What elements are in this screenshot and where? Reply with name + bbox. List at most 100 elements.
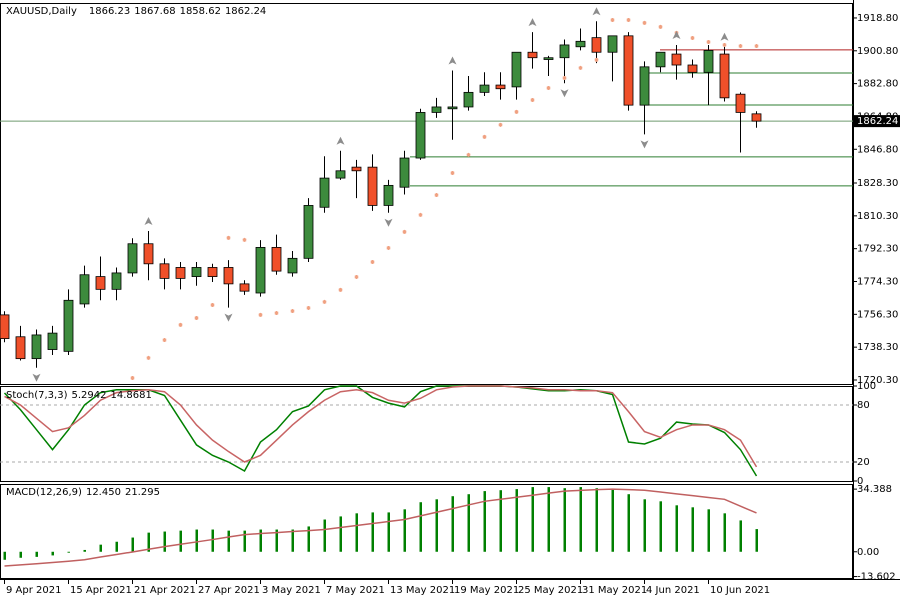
macd-bar xyxy=(371,512,374,552)
candle-body xyxy=(639,66,650,106)
y-tick-label: 80 xyxy=(857,400,870,411)
candle-body xyxy=(63,299,74,352)
macd-bar xyxy=(419,502,422,552)
x-tick-label: 31 May 2021 xyxy=(582,585,647,596)
fractal-down xyxy=(640,140,649,149)
candle-body xyxy=(287,257,298,274)
candle-body xyxy=(159,263,170,279)
indicator-value: 5.2942 xyxy=(71,390,106,401)
macd-bar xyxy=(195,529,198,552)
macd-bar xyxy=(595,488,598,552)
y-tick-label: 0.00 xyxy=(857,547,879,558)
y-tick-label: 100 xyxy=(857,381,876,392)
x-tick-label: 4 Jun 2021 xyxy=(646,585,700,596)
candle-body xyxy=(111,272,122,290)
sar-dot xyxy=(754,44,759,49)
x-tick-label: 9 Apr 2021 xyxy=(6,585,61,596)
x-tick-label: 3 May 2021 xyxy=(262,585,321,596)
macd-bar xyxy=(163,531,166,552)
fractal-up xyxy=(592,7,601,16)
candle-body xyxy=(335,170,346,179)
candle-body xyxy=(543,57,554,60)
y-tick-label: 1918.80 xyxy=(857,13,898,24)
macd-bar xyxy=(19,551,22,558)
chart-title: XAUUSD,Daily xyxy=(6,6,77,17)
sar-dot xyxy=(466,152,471,157)
macd-bar xyxy=(403,509,406,552)
sar-dot xyxy=(162,338,167,343)
macd-bar xyxy=(99,544,102,552)
x-tick-label: 15 Apr 2021 xyxy=(70,585,132,596)
candle-body xyxy=(271,246,282,272)
candle-body xyxy=(735,93,746,113)
signal-line xyxy=(4,488,757,567)
sar-dot xyxy=(306,305,311,310)
macd-bar xyxy=(451,496,454,552)
y-tick-label: 1846.80 xyxy=(857,144,898,155)
macd-bar xyxy=(643,499,646,552)
indicator-value: 12.450 xyxy=(86,487,121,498)
y-tick-label: 1774.30 xyxy=(857,277,898,288)
candle-body xyxy=(95,276,106,290)
indicator-value: 14.8681 xyxy=(110,390,151,401)
sar-dot xyxy=(722,42,727,47)
y-tick-label: 34.388 xyxy=(857,484,892,495)
candle-body xyxy=(255,246,266,294)
macd-bar xyxy=(547,487,550,552)
macd-bar xyxy=(131,537,134,552)
fractal-up xyxy=(720,32,729,41)
sar-dot xyxy=(434,193,439,198)
fractal-up xyxy=(144,216,153,225)
panel-frame xyxy=(0,386,853,482)
sar-dot xyxy=(242,237,247,242)
macd-bar xyxy=(211,529,214,552)
candle-body xyxy=(719,53,730,99)
x-tick-label: 27 Apr 2021 xyxy=(198,585,260,596)
candle-body xyxy=(591,37,602,53)
macd-bar xyxy=(691,507,694,552)
candle-body xyxy=(399,157,410,188)
candle-body xyxy=(303,205,314,259)
candle-body xyxy=(47,332,58,350)
sar-dot xyxy=(578,65,583,70)
macd-bar xyxy=(291,529,294,552)
macd-bar xyxy=(483,491,486,552)
sar-dot xyxy=(626,17,631,22)
macd-bar xyxy=(323,519,326,552)
macd-bar xyxy=(259,529,262,552)
candle-body xyxy=(671,53,682,66)
candle-body xyxy=(175,267,186,279)
macd-bar xyxy=(3,551,6,560)
macd-bar xyxy=(627,494,630,552)
macd-bar xyxy=(707,509,710,552)
candle-body xyxy=(223,267,234,285)
candle-body xyxy=(127,243,138,274)
ohlc-value: 1858.62 xyxy=(180,6,221,17)
sar-dot xyxy=(706,40,711,45)
candle-body xyxy=(0,314,10,339)
fractal-down xyxy=(224,313,233,322)
fractal-up xyxy=(672,30,681,39)
candle-body xyxy=(319,177,330,208)
macd-bar xyxy=(531,487,534,552)
sar-dot xyxy=(530,98,535,103)
indicator-title: MACD(12,26,9) xyxy=(6,487,82,498)
candle-body xyxy=(191,267,202,277)
macd-bar xyxy=(115,541,118,552)
candle-body xyxy=(495,84,506,90)
macd-bar xyxy=(515,489,518,552)
y-tick-label: 0 xyxy=(857,476,863,487)
y-tick-label: 1900.80 xyxy=(857,46,898,57)
macd-bar xyxy=(435,499,438,552)
y-tick-label: 1720.30 xyxy=(857,375,898,386)
y-tick-label: 1828.30 xyxy=(857,178,898,189)
ohlc-value: 1862.24 xyxy=(225,6,266,17)
macd-bar xyxy=(83,549,86,552)
ohlc-value: 1866.23 xyxy=(89,6,130,17)
fractal-down xyxy=(384,218,393,227)
fractal-down xyxy=(32,373,41,382)
sar-dot xyxy=(258,312,263,317)
macd-bar xyxy=(723,513,726,552)
fractal-up xyxy=(528,18,537,27)
